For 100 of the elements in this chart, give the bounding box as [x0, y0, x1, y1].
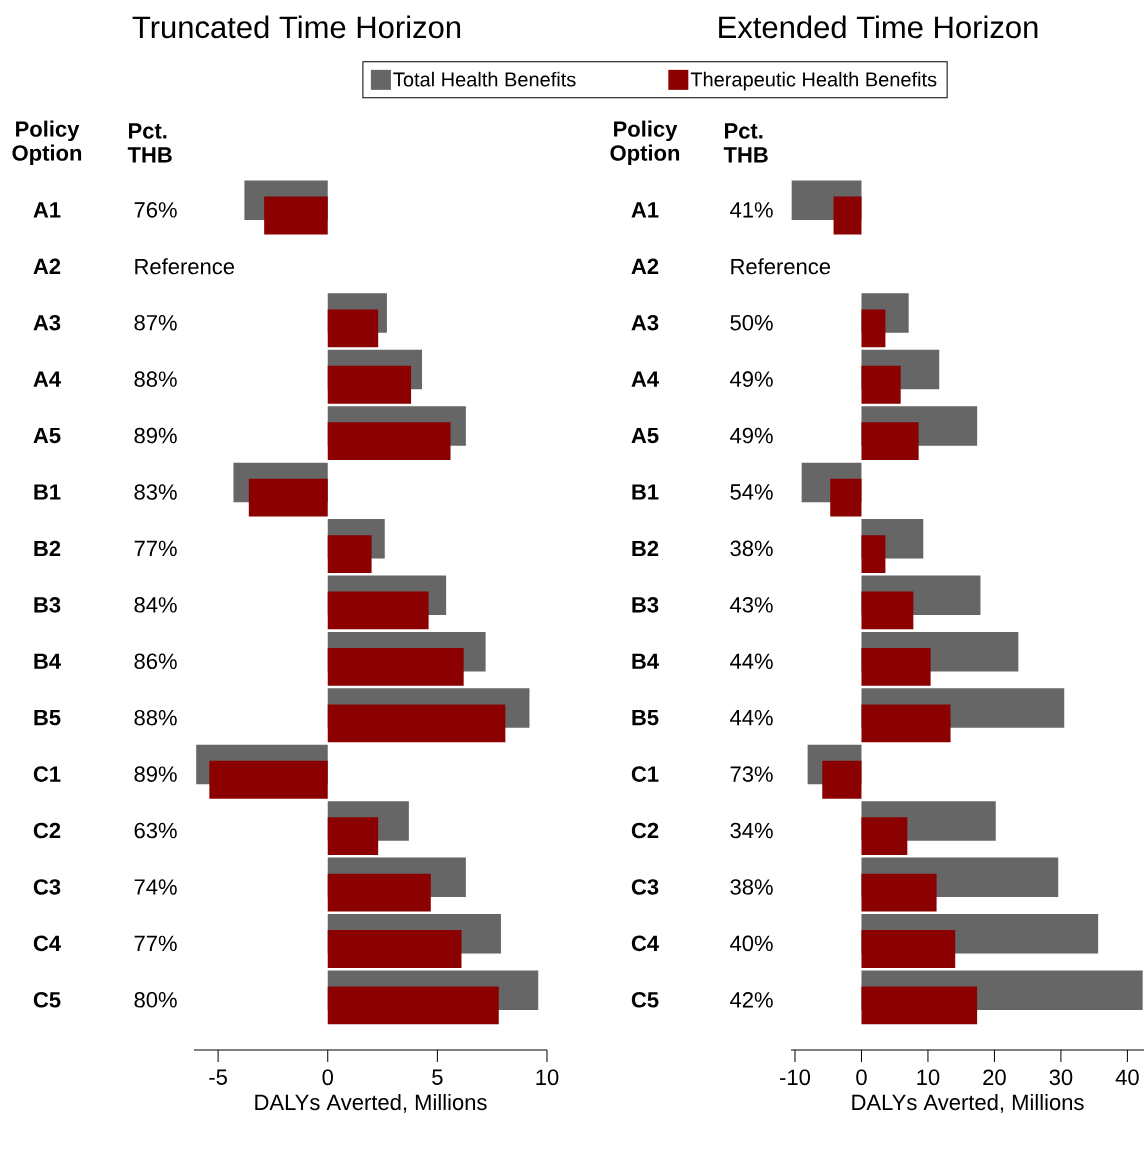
bar: [327, 873, 431, 912]
y2-tick-label: 44%: [730, 653, 773, 669]
x-axis-title: DALYs Averted, Millions: [255, 1093, 487, 1113]
y-tick-label: B4: [632, 653, 659, 669]
y-tick-label: C4: [631, 935, 659, 952]
bar: [327, 309, 379, 348]
y-tick-label: C3: [631, 879, 659, 895]
bar: [861, 647, 931, 686]
y-tick-label: C5: [631, 992, 659, 1008]
bar: [830, 478, 862, 517]
bar: [861, 535, 886, 573]
bar: [248, 478, 328, 517]
x-tick-label: 5: [432, 1069, 443, 1085]
y-tick-label: C5: [33, 992, 61, 1008]
y2-tick-label: 86%: [134, 653, 177, 670]
bar: [327, 817, 379, 856]
y2-axis-title: Pct. THB: [723, 123, 768, 163]
y-axis-title: Policy Option: [12, 120, 82, 166]
y-tick-label: A5: [33, 427, 61, 444]
y2-tick-label: 73%: [730, 766, 773, 782]
y2-axis-title: Pct. THB: [127, 123, 172, 163]
y-tick-label: A1: [631, 202, 659, 218]
y-axis-title: Policy Option: [610, 120, 680, 166]
bar: [822, 760, 862, 799]
y-tick-label: C1: [631, 766, 659, 782]
y2-tick-label: 89%: [134, 766, 177, 782]
bar: [327, 647, 464, 686]
bar: [861, 930, 956, 968]
bar: [833, 196, 862, 235]
bar: [327, 365, 412, 404]
x-tick-label: 10: [536, 1069, 559, 1086]
y-tick-label: C1: [33, 766, 61, 782]
y-tick-label: B1: [632, 484, 659, 500]
bar: [861, 591, 914, 630]
bar: [327, 591, 429, 630]
y2-tick-label: 41%: [730, 202, 773, 218]
y-tick-label: B3: [34, 597, 61, 613]
chart-title: Truncated Time Horizon: [132, 15, 461, 39]
x-tick-label: -10: [780, 1069, 811, 1086]
y-tick-label: A2: [631, 258, 659, 274]
y2-tick-label: 38%: [730, 879, 773, 895]
y-tick-label: B2: [632, 540, 659, 557]
y-tick-label: A2: [33, 258, 61, 274]
y2-tick-label: Reference: [135, 258, 235, 275]
y2-tick-label: 50%: [730, 314, 773, 331]
x-tick-label: 10: [917, 1069, 940, 1086]
bar: [327, 704, 506, 743]
y-tick-label: C2: [33, 822, 61, 839]
y2-tick-label: 77%: [134, 935, 177, 952]
bar: [327, 422, 451, 461]
bar: [861, 309, 886, 348]
y-tick-label: C4: [33, 935, 61, 952]
y-tick-label: C2: [631, 822, 659, 839]
y2-tick-label: 88%: [134, 709, 177, 726]
y2-tick-label: 88%: [134, 371, 177, 387]
bar: [861, 365, 901, 404]
y2-tick-label: 54%: [730, 484, 773, 500]
y2-tick-label: 42%: [730, 992, 773, 1008]
y2-tick-label: 74%: [134, 879, 177, 895]
bar: [209, 760, 328, 799]
y2-tick-label: 84%: [134, 597, 177, 613]
y-tick-label: A4: [33, 371, 61, 387]
y2-tick-label: 77%: [134, 540, 177, 557]
x-tick-label: -5: [209, 1069, 227, 1085]
bar: [327, 986, 499, 1025]
bar: [861, 817, 908, 856]
y2-tick-label: 83%: [134, 484, 177, 500]
y2-tick-label: Reference: [731, 258, 831, 275]
bar: [861, 422, 919, 461]
y-tick-label: B2: [34, 540, 61, 557]
y2-tick-label: 43%: [730, 597, 773, 613]
y-tick-label: B1: [34, 484, 61, 500]
legend-label: Therapeutic Health Benefits: [690, 71, 937, 91]
x-tick-label: 0: [856, 1069, 867, 1086]
y2-tick-label: 89%: [134, 427, 177, 444]
bar: [861, 986, 978, 1025]
y2-tick-label: 38%: [730, 540, 773, 557]
bar: [861, 873, 937, 912]
x-tick-label: 0: [322, 1069, 333, 1086]
y-tick-label: B3: [632, 597, 659, 613]
y2-tick-label: 40%: [730, 935, 773, 952]
y2-tick-label: 49%: [730, 371, 773, 387]
chart-title: Extended Time Horizon: [719, 15, 1038, 39]
y2-tick-label: 76%: [134, 202, 177, 218]
y-tick-label: A3: [33, 314, 61, 331]
bar: [861, 704, 951, 743]
y-tick-label: A5: [631, 427, 659, 444]
x-axis-title: DALYs Averted, Millions: [852, 1093, 1084, 1113]
y2-tick-label: 80%: [134, 992, 177, 1008]
y2-tick-label: 49%: [730, 427, 773, 444]
legend-label: Total Health Benefits: [393, 71, 576, 87]
y-tick-label: A3: [631, 314, 659, 331]
y-tick-label: C3: [33, 879, 61, 895]
x-tick-label: 40: [1115, 1069, 1139, 1086]
y2-tick-label: 87%: [134, 314, 177, 331]
y-tick-label: B5: [632, 710, 659, 726]
bar: [327, 535, 372, 573]
x-tick-label: 20: [983, 1069, 1006, 1086]
y-tick-label: B5: [34, 710, 61, 726]
y2-tick-label: 44%: [730, 709, 773, 726]
